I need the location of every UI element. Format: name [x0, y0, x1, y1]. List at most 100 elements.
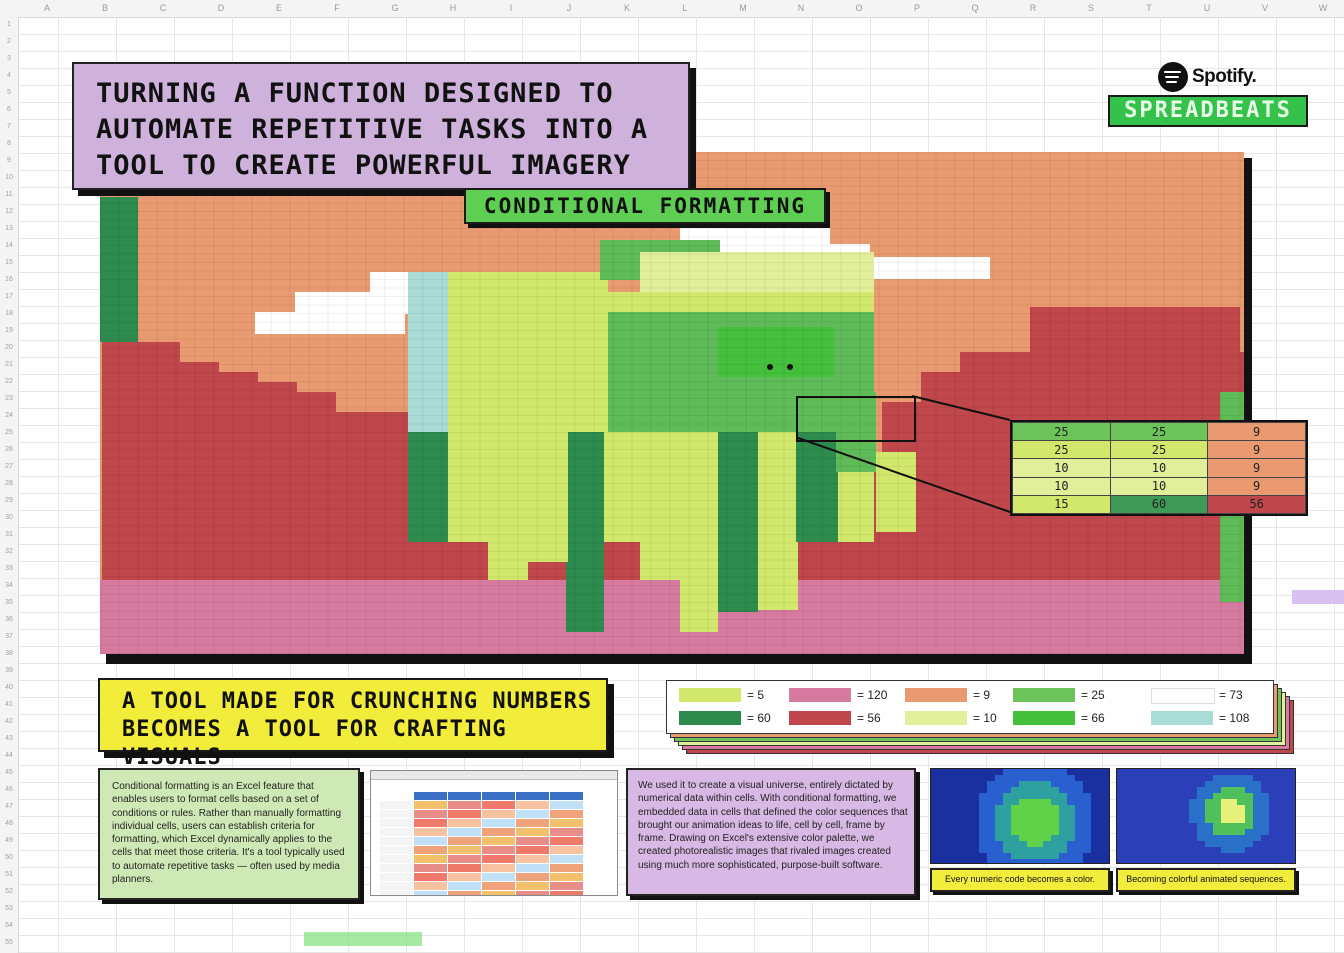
- row-header[interactable]: 2: [7, 38, 11, 45]
- thumbnail-pixel: [1181, 775, 1189, 781]
- row-header[interactable]: 22: [5, 378, 13, 385]
- row-header[interactable]: 6: [7, 106, 11, 113]
- column-header-t[interactable]: T: [1146, 3, 1152, 13]
- row-header[interactable]: 9: [7, 157, 11, 164]
- thumbnail-pixel: [1133, 859, 1141, 863]
- thumbnail-pixel: [1197, 829, 1205, 835]
- zoom-table-row: 10 10 9: [1012, 476, 1306, 496]
- thumbnail-pixel: [1237, 799, 1245, 805]
- row-header[interactable]: 14: [5, 242, 13, 249]
- column-header-f[interactable]: F: [334, 3, 340, 13]
- column-header-d[interactable]: D: [217, 3, 225, 13]
- row-header[interactable]: 45: [5, 769, 13, 776]
- column-header-v[interactable]: V: [1261, 3, 1268, 13]
- column-header-k[interactable]: K: [623, 3, 630, 13]
- row-header[interactable]: 54: [5, 922, 13, 929]
- row-header[interactable]: 20: [5, 344, 13, 351]
- row-header[interactable]: 10: [5, 174, 13, 181]
- thumbnail-pixel: [995, 847, 1003, 853]
- thumbnail-pixel: [1091, 859, 1099, 863]
- row-header[interactable]: 52: [5, 888, 13, 895]
- row-header[interactable]: 35: [5, 599, 13, 606]
- row-header[interactable]: 1: [7, 21, 11, 28]
- row-header[interactable]: 33: [5, 565, 13, 572]
- row-header[interactable]: 39: [5, 667, 13, 674]
- row-header[interactable]: 51: [5, 871, 13, 878]
- thumbnail-pixel: [1059, 823, 1067, 829]
- column-header-c[interactable]: C: [159, 3, 167, 13]
- left-pillar: [100, 197, 138, 342]
- row-header[interactable]: 25: [5, 429, 13, 436]
- row-header[interactable]: 13: [5, 225, 13, 232]
- column-header-w[interactable]: W: [1318, 3, 1328, 13]
- row-header[interactable]: 12: [5, 208, 13, 215]
- row-header[interactable]: 3: [7, 55, 11, 62]
- row-header[interactable]: 50: [5, 854, 13, 861]
- column-header-i[interactable]: I: [509, 3, 513, 13]
- column-header-j[interactable]: J: [566, 3, 572, 13]
- excel-screenshot-cell: [447, 854, 482, 864]
- thumbnail-pixel: [1099, 781, 1107, 787]
- column-header-r[interactable]: R: [1029, 3, 1037, 13]
- thumbnail-pixel: [1285, 805, 1293, 811]
- column-header-o[interactable]: O: [855, 3, 863, 13]
- row-header[interactable]: 18: [5, 310, 13, 317]
- row-header[interactable]: 29: [5, 497, 13, 504]
- row-header[interactable]: 34: [5, 582, 13, 589]
- row-header[interactable]: 37: [5, 633, 13, 640]
- column-header-s[interactable]: S: [1087, 3, 1094, 13]
- row-header[interactable]: 15: [5, 259, 13, 266]
- row-header[interactable]: 30: [5, 514, 13, 521]
- thumbnail-pixel: [1269, 811, 1277, 817]
- row-header[interactable]: 41: [5, 701, 13, 708]
- thumbnail-pixel: [1197, 811, 1205, 817]
- thumbnail-pixel: [1213, 787, 1221, 793]
- column-header-b[interactable]: B: [101, 3, 108, 13]
- column-header-g[interactable]: G: [391, 3, 399, 13]
- thumbnail-pixel: [1149, 805, 1157, 811]
- row-header[interactable]: 55: [5, 939, 13, 946]
- row-header[interactable]: 49: [5, 837, 13, 844]
- row-header[interactable]: 46: [5, 786, 13, 793]
- row-header[interactable]: 40: [5, 684, 13, 691]
- column-header-e[interactable]: E: [275, 3, 282, 13]
- row-header[interactable]: 27: [5, 463, 13, 470]
- row-header[interactable]: 32: [5, 548, 13, 555]
- row-header[interactable]: 36: [5, 616, 13, 623]
- thumbnail-pixel: [995, 781, 1003, 787]
- row-header[interactable]: 19: [5, 327, 13, 334]
- row-header[interactable]: 17: [5, 293, 13, 300]
- thumbnail-pixel: [1213, 841, 1221, 847]
- brand-name: Spotify.: [1192, 66, 1257, 87]
- row-header[interactable]: 38: [5, 650, 13, 657]
- thumbnail-pixel: [1157, 859, 1165, 863]
- row-header[interactable]: 24: [5, 412, 13, 419]
- row-header[interactable]: 23: [5, 395, 13, 402]
- row-header[interactable]: 53: [5, 905, 13, 912]
- thumbnail-pixel: [1091, 841, 1099, 847]
- row-header[interactable]: 11: [5, 191, 13, 198]
- row-header[interactable]: 28: [5, 480, 13, 487]
- row-header[interactable]: 8: [7, 140, 11, 147]
- column-header-u[interactable]: U: [1203, 3, 1211, 13]
- column-header-h[interactable]: H: [449, 3, 457, 13]
- thumbnail-pixel: [955, 793, 963, 799]
- row-header[interactable]: 42: [5, 718, 13, 725]
- row-header[interactable]: 43: [5, 735, 13, 742]
- row-header[interactable]: 31: [5, 531, 13, 538]
- column-header-q[interactable]: Q: [971, 3, 979, 13]
- row-header[interactable]: 47: [5, 803, 13, 810]
- row-header[interactable]: 16: [5, 276, 13, 283]
- row-header[interactable]: 5: [7, 89, 11, 96]
- row-header[interactable]: 4: [7, 72, 11, 79]
- column-header-m[interactable]: M: [739, 3, 747, 13]
- column-header-p[interactable]: P: [913, 3, 920, 13]
- column-header-n[interactable]: N: [797, 3, 805, 13]
- row-header[interactable]: 26: [5, 446, 13, 453]
- row-header[interactable]: 44: [5, 752, 13, 759]
- row-header[interactable]: 48: [5, 820, 13, 827]
- row-header[interactable]: 21: [5, 361, 13, 368]
- column-header-l[interactable]: L: [682, 3, 688, 13]
- row-header[interactable]: 7: [7, 123, 11, 130]
- column-header-a[interactable]: A: [43, 3, 50, 13]
